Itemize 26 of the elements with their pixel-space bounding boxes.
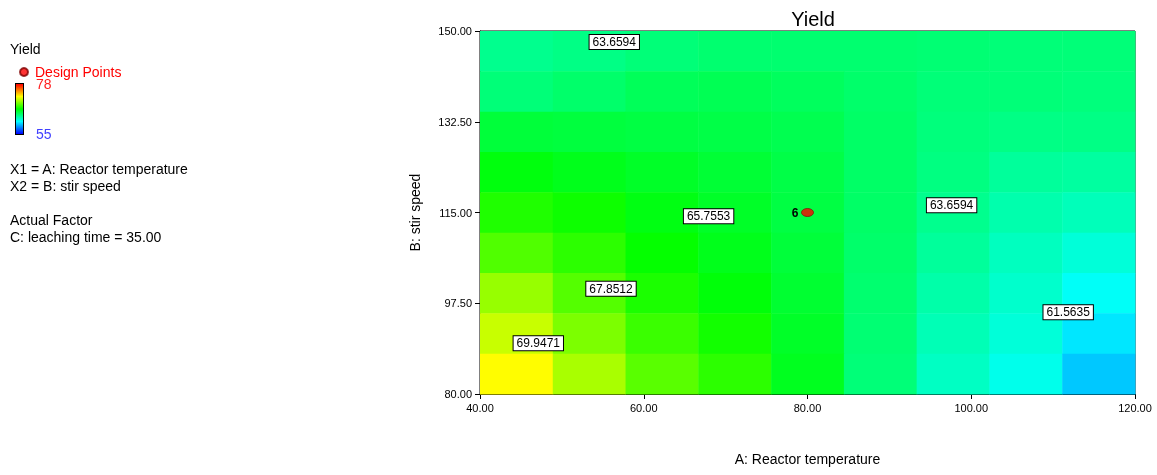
annotation: 61.5635 — [1046, 305, 1091, 320]
text: X2 = B: stir speed — [10, 178, 121, 194]
y-axis-title: B: stir speed — [407, 173, 423, 252]
x-axis-title: A: Reactor temperature — [734, 451, 881, 467]
text: X1 = A: Reactor temperature — [10, 161, 189, 177]
text: Actual Factor — [10, 212, 93, 228]
y-tick-label: 80.00 — [444, 388, 472, 400]
color-bar-title: Yield — [10, 41, 41, 57]
annotation: 63.6594 — [592, 34, 637, 49]
x-tick-label: 120.00 — [1118, 401, 1152, 414]
x-tick-label: 60.00 — [629, 401, 658, 414]
annotation: 67.8512 — [589, 281, 634, 296]
annotation: 6 — [791, 205, 799, 220]
text: C: leaching time = 35.00 — [10, 229, 162, 245]
annotation: 69.9471 — [516, 336, 561, 351]
y-tick-label: 150.00 — [438, 25, 472, 37]
color-bar-label: 55 — [36, 126, 52, 142]
x-tick-label: 40.00 — [466, 401, 494, 414]
x-tick-label: 100.00 — [954, 401, 989, 414]
y-tick-label: 97.50 — [444, 297, 472, 310]
annotation: 65.7553 — [686, 209, 731, 224]
annotation: 63.6594 — [929, 198, 974, 213]
y-tick-label: 115.00 — [439, 206, 472, 219]
y-tick-label: 132.50 — [438, 115, 472, 128]
chart-title: Yield — [791, 8, 835, 30]
x-tick-label: 80.00 — [793, 401, 822, 414]
